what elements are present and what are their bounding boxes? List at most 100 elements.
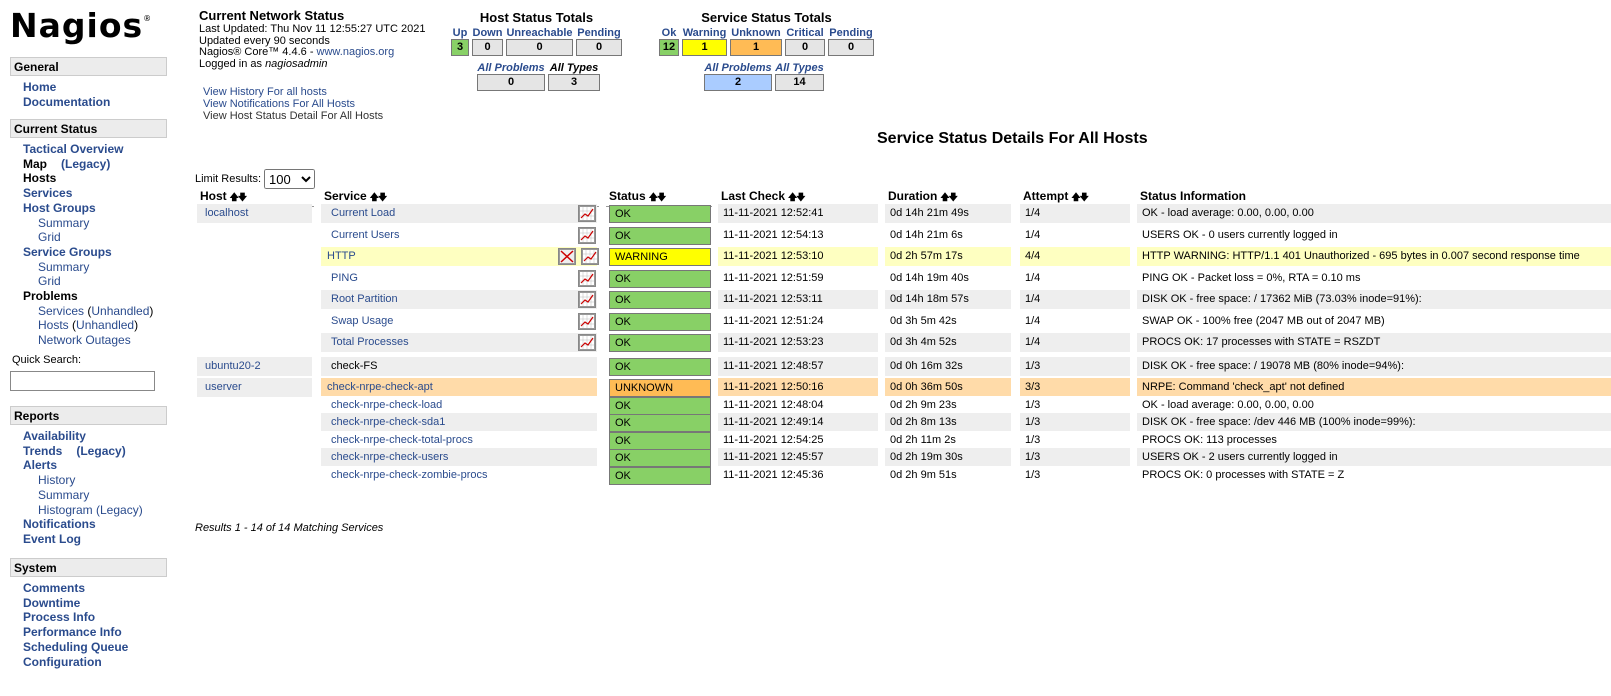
nav-downtime[interactable]: Downtime [23, 595, 81, 610]
host-unreachable-header[interactable]: Unreachable [506, 27, 573, 39]
service-cell[interactable]: Current Users [321, 226, 597, 245]
service-cell[interactable]: check-FS [321, 357, 597, 376]
nav-performance-info[interactable]: Performance Info [23, 625, 122, 640]
host-cell[interactable]: userver [197, 378, 312, 397]
nav-sg-summary[interactable]: Summary [38, 259, 90, 274]
graph-icon[interactable] [578, 313, 596, 330]
nav-alert-histogram[interactable]: Histogram (Legacy) [38, 502, 143, 517]
nav-availability[interactable]: Availability [23, 429, 86, 443]
host-up-count[interactable]: 3 [451, 39, 469, 56]
graph-icon[interactable] [578, 205, 596, 222]
table-row: userver check-nrpe-check-apt UNKNOWN 11-11-… [195, 378, 1611, 397]
nav-alert-history[interactable]: History [38, 473, 76, 488]
service-cell[interactable]: Total Processes [321, 333, 597, 352]
svc-all-types-count[interactable]: 14 [775, 74, 824, 91]
svc-warning-header[interactable]: Warning [682, 27, 727, 39]
nav-event-log[interactable]: Event Log [23, 531, 82, 546]
duration-cell: 0d 2h 9m 51s [885, 466, 1011, 485]
nav-alerts[interactable]: Alerts [23, 458, 58, 473]
host-up-header[interactable]: Up [452, 27, 468, 39]
nav-hg-grid[interactable]: Grid [38, 230, 61, 245]
nav-tactical-overview[interactable]: Tactical Overview [23, 142, 124, 156]
nav-scheduling-queue[interactable]: Scheduling Queue [23, 639, 129, 654]
svc-ok-count[interactable]: 12 [659, 39, 679, 56]
host-down-count[interactable]: 0 [472, 39, 503, 56]
service-cell[interactable]: check-nrpe-check-sda1 [321, 413, 597, 432]
svc-pending-count[interactable]: 0 [828, 39, 874, 56]
nav-trends[interactable]: Trends [23, 443, 63, 458]
nav-notifications[interactable]: Notifications [23, 517, 96, 532]
view-notifications-link[interactable]: View Notifications For All Hosts [203, 98, 356, 110]
svc-pending-header[interactable]: Pending [829, 27, 873, 39]
svc-unknown-header[interactable]: Unknown [731, 27, 781, 39]
host-all-problems-count[interactable]: 0 [477, 74, 545, 91]
service-cell[interactable]: PING [321, 269, 597, 288]
service-cell[interactable]: check-nrpe-check-load [321, 396, 597, 415]
svc-all-problems-header[interactable]: All Problems [704, 62, 772, 74]
host-cell[interactable]: ubuntu20-2 [197, 357, 312, 376]
svc-all-types-header[interactable]: All Types [775, 62, 824, 74]
svc-critical-count[interactable]: 0 [785, 39, 825, 56]
nav-problem-hosts[interactable]: Hosts [38, 318, 69, 333]
service-cell[interactable]: Root Partition [321, 290, 597, 309]
nav-home[interactable]: Home [23, 80, 57, 94]
nav-trends-legacy[interactable]: (Legacy) [76, 443, 126, 458]
svc-all-problems-count[interactable]: 2 [704, 74, 772, 91]
host-down-header[interactable]: Down [472, 27, 503, 39]
nav-problems[interactable]: Problems [23, 289, 78, 304]
svc-unknown-count[interactable]: 1 [730, 39, 782, 56]
nav-process-info[interactable]: Process Info [23, 610, 96, 625]
nav-map[interactable]: Map [23, 156, 47, 171]
graph-icon[interactable] [578, 291, 596, 308]
status-badge: OK [609, 414, 711, 432]
graph-icon[interactable] [578, 334, 596, 351]
nav-problem-services[interactable]: Services [38, 303, 85, 318]
nagios-logo[interactable]: Nagios® [10, 6, 153, 45]
svc-ok-header[interactable]: Ok [661, 27, 677, 39]
host-all-types-header[interactable]: All Types [549, 62, 599, 74]
service-cell[interactable]: check-nrpe-check-users [321, 448, 597, 467]
nav-problem-hosts-unhandled[interactable]: Unhandled [76, 318, 135, 333]
host-all-types-count[interactable]: 3 [548, 74, 600, 91]
host-cell [197, 413, 312, 432]
host-all-problems-header[interactable]: All Problems [477, 62, 545, 74]
nav-hosts[interactable]: Hosts [23, 171, 57, 186]
no-notification-icon[interactable] [558, 248, 576, 265]
view-history-link[interactable]: View History For all hosts [203, 86, 327, 98]
service-cell[interactable]: check-nrpe-check-apt [321, 378, 597, 397]
nav-map-legacy[interactable]: (Legacy) [61, 156, 111, 171]
svc-warning-count[interactable]: 1 [682, 39, 727, 56]
service-cell[interactable]: check-nrpe-check-total-procs [321, 431, 597, 450]
nagios-org-link[interactable]: www.nagios.org [316, 46, 395, 59]
nav-documentation[interactable]: Documentation [23, 94, 111, 109]
graph-icon[interactable] [578, 270, 596, 287]
view-host-status-link[interactable]: View Host Status Detail For All Hosts [203, 110, 384, 122]
service-cell[interactable]: Current Load [321, 204, 597, 223]
service-cell[interactable]: Swap Usage [321, 312, 597, 331]
nav-alert-summary[interactable]: Summary [38, 487, 90, 502]
nav-services[interactable]: Services [23, 186, 73, 201]
host-unreachable-count[interactable]: 0 [506, 39, 573, 56]
last-check-cell: 11-11-2021 12:49:14 [718, 413, 878, 432]
host-cell[interactable]: localhost [197, 204, 312, 223]
host-pending-header[interactable]: Pending [577, 27, 621, 39]
nav-sg-grid[interactable]: Grid [38, 274, 61, 289]
graph-icon[interactable] [578, 227, 596, 244]
host-cell [197, 312, 312, 331]
nav-comments[interactable]: Comments [23, 581, 86, 595]
service-cell[interactable]: HTTP [321, 247, 597, 266]
nav-configuration[interactable]: Configuration [23, 654, 102, 669]
quick-search-input[interactable] [10, 370, 155, 391]
limit-select[interactable]: 100 [264, 169, 316, 189]
table-row: Swap Usage OK 11-11-2021 12:51:24 0d 3h 5m … [195, 312, 1611, 331]
nav-network-outages[interactable]: Network Outages [38, 333, 131, 348]
svc-critical-header[interactable]: Critical [786, 27, 824, 39]
nav-service-groups[interactable]: Service Groups [23, 244, 112, 259]
service-cell[interactable]: check-nrpe-check-zombie-procs [321, 466, 597, 485]
nav-host-groups[interactable]: Host Groups [23, 200, 96, 215]
nav-problem-services-unhandled[interactable]: Unhandled [91, 303, 150, 318]
graph-icon[interactable] [581, 248, 599, 265]
nav-hg-summary[interactable]: Summary [38, 215, 90, 230]
status-links: View History For all hosts View Notifica… [203, 86, 383, 122]
host-pending-count[interactable]: 0 [576, 39, 622, 56]
